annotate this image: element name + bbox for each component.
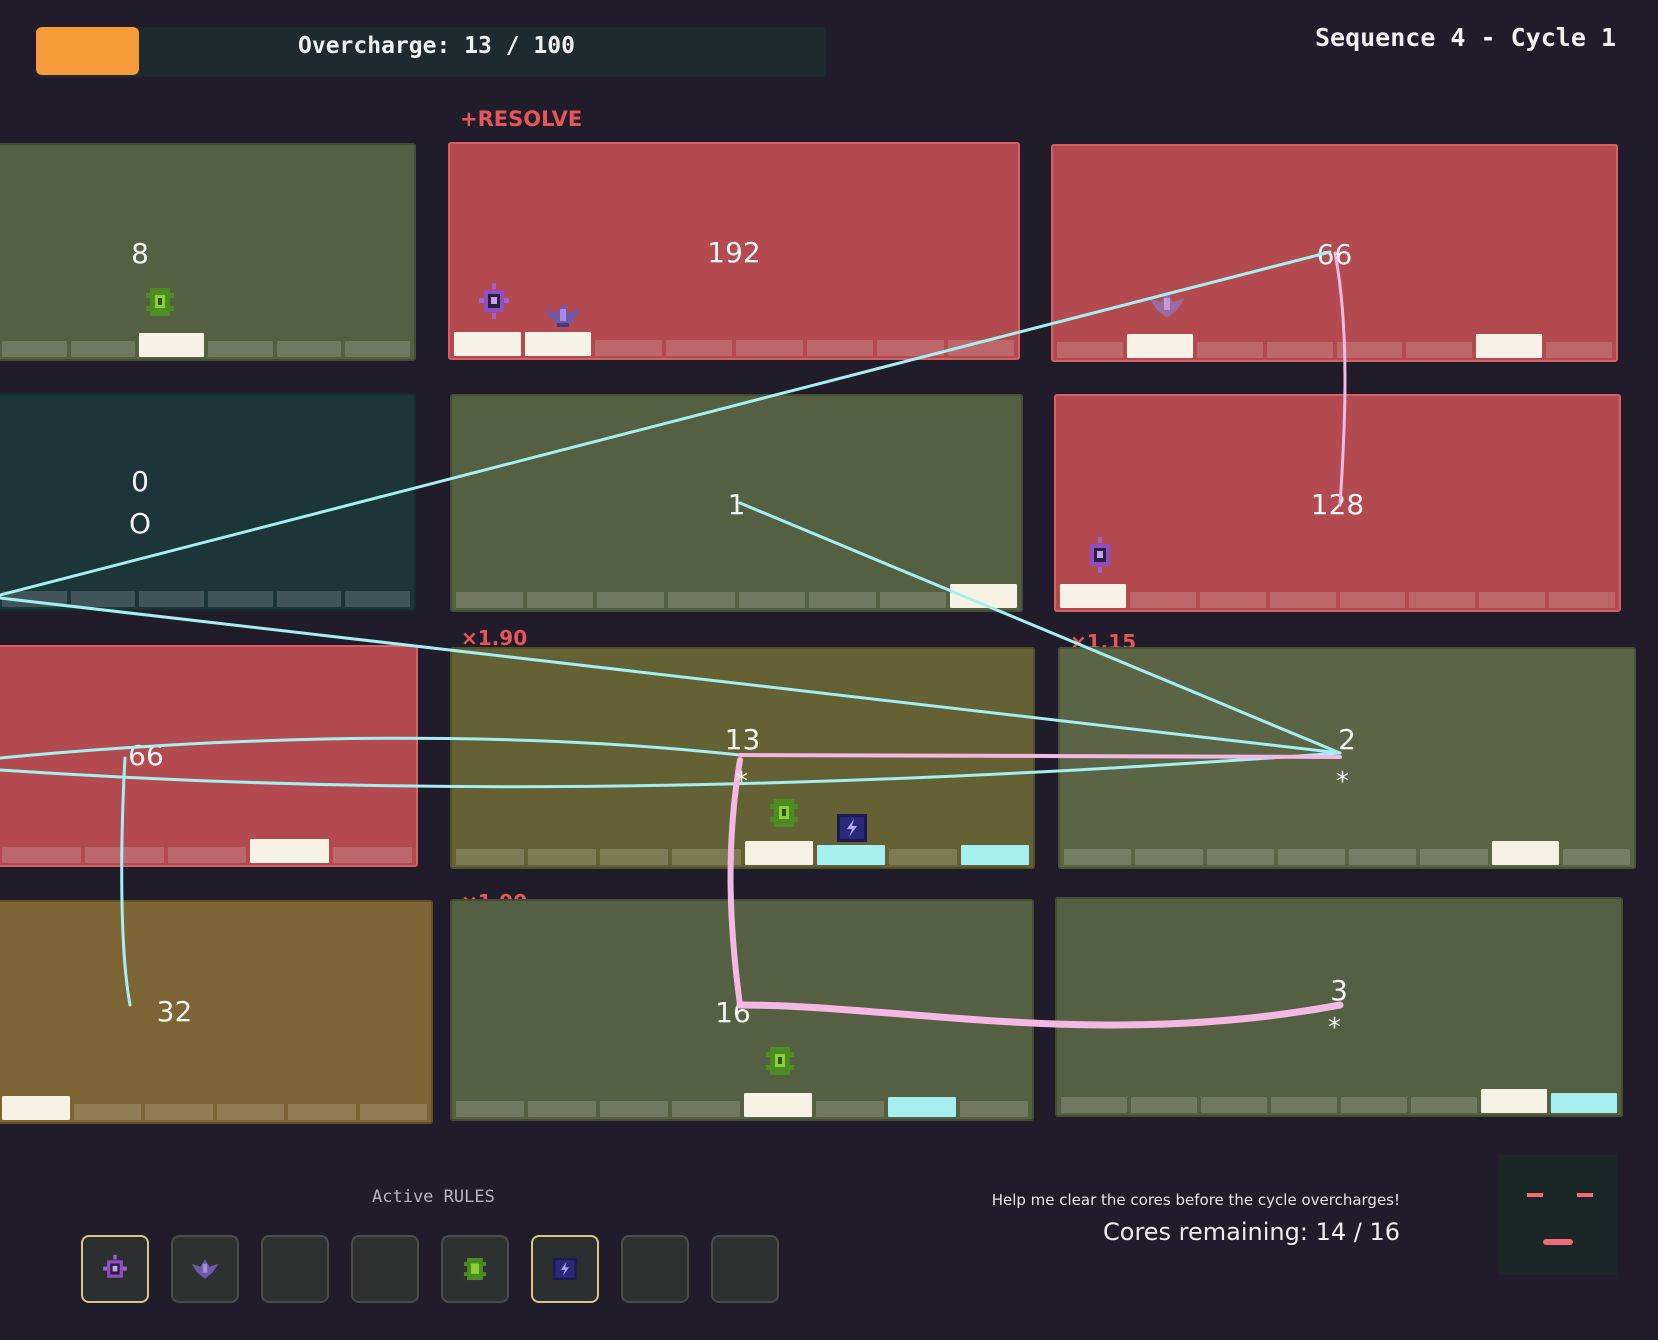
core-value: 3: [1330, 974, 1348, 1007]
rule-slot-empty[interactable]: [261, 1235, 329, 1303]
core-value: 128: [1310, 488, 1365, 521]
core-value: 16: [715, 996, 751, 1029]
core-value: 0: [131, 465, 149, 498]
lightning-chip-icon: [553, 1258, 577, 1280]
rule-slot-green-bug[interactable]: [441, 1235, 509, 1303]
core-tile[interactable]: 0 O: [0, 393, 416, 611]
rule-slot-shield-drone[interactable]: [81, 1235, 149, 1303]
overcharge-bar: [36, 27, 826, 77]
core-tile[interactable]: 128: [1054, 394, 1621, 612]
modifier-resolve: +RESOLVE: [460, 107, 583, 131]
green-bug-icon: [463, 1257, 487, 1281]
core-tile[interactable]: 13: [450, 647, 1035, 869]
core-slots: [1053, 334, 1616, 358]
helper-message: Help me clear the cores before the cycle…: [991, 1191, 1400, 1209]
rule-slot-empty[interactable]: [621, 1235, 689, 1303]
core-slots: [1056, 584, 1619, 608]
core-value-secondary: O: [128, 507, 152, 540]
eye-icon: [1527, 1193, 1543, 1197]
core-slots: [0, 839, 416, 863]
core-tile[interactable]: 66: [1051, 144, 1618, 362]
shield-drone-icon: [477, 282, 511, 324]
core-value: 13: [724, 723, 761, 756]
core-slots: [452, 1093, 1032, 1117]
companion-face-icon: [1499, 1155, 1617, 1275]
winged-drone-icon: [191, 1259, 219, 1279]
core-slots: [0, 333, 414, 357]
rule-slot-winged-drone[interactable]: [171, 1235, 239, 1303]
core-value: 1: [727, 488, 746, 521]
lightning-chip-icon: [837, 814, 867, 846]
rule-slot-empty[interactable]: [351, 1235, 419, 1303]
overcharge-label: Overcharge: 13 / 100: [298, 33, 575, 59]
core-slots: [452, 584, 1021, 608]
core-tile[interactable]: 32: [0, 900, 433, 1124]
rule-slot-lightning-chip[interactable]: [531, 1235, 599, 1303]
core-tile[interactable]: 3: [1055, 897, 1623, 1117]
overcharge-fill: [36, 27, 139, 75]
core-value: 192: [707, 236, 761, 269]
mouth-icon: [1543, 1239, 1573, 1245]
core-tile[interactable]: 66: [0, 645, 418, 867]
rule-slot-empty[interactable]: [711, 1235, 779, 1303]
core-slots: [0, 591, 414, 607]
sequence-label: Sequence 4 - Cycle 1: [1314, 23, 1616, 52]
rules-label: Active RULES: [372, 1187, 495, 1207]
core-value: 32: [156, 995, 193, 1028]
core-tile[interactable]: 8: [0, 143, 416, 361]
core-slots: [452, 841, 1033, 865]
green-bug-icon: [143, 283, 177, 325]
core-tile[interactable]: 192: [448, 142, 1020, 360]
winged-drone-icon: [1147, 288, 1187, 326]
core-value: 2: [1338, 723, 1356, 756]
core-value: 8: [131, 237, 149, 270]
core-slots: [1057, 1089, 1621, 1113]
core-slots: [450, 332, 1018, 356]
shield-drone-icon: [103, 1254, 127, 1278]
core-tile[interactable]: 1: [450, 394, 1023, 612]
green-bug-icon: [763, 1042, 797, 1084]
core-value: 66: [128, 739, 164, 772]
core-tile[interactable]: 16: [450, 899, 1034, 1121]
core-tile[interactable]: 2: [1058, 647, 1636, 869]
cores-remaining: Cores remaining: 14 / 16: [1103, 1218, 1400, 1246]
shield-drone-icon: [1083, 536, 1117, 578]
green-bug-icon: [767, 794, 801, 836]
core-slots: [0, 1096, 431, 1120]
core-value: 66: [1316, 238, 1353, 271]
eye-icon: [1577, 1193, 1593, 1197]
core-slots: [1060, 841, 1634, 865]
